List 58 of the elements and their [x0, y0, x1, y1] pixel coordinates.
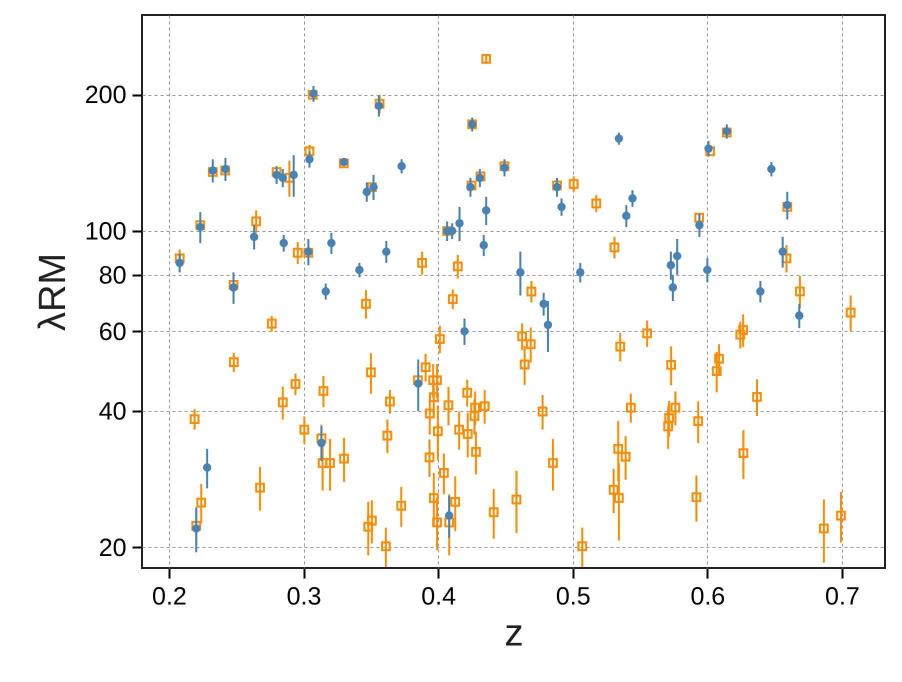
- y-tick-label: 80: [98, 261, 126, 290]
- x-tick-label: 0.2: [152, 582, 187, 610]
- point: [539, 300, 548, 308]
- point: [544, 320, 552, 330]
- y-tick-label: 20: [98, 534, 126, 562]
- point: [460, 327, 469, 336]
- x-axis-title: z: [504, 612, 524, 654]
- point: [557, 202, 566, 212]
- x-tick-label: 0.6: [690, 582, 726, 610]
- point: [327, 238, 336, 248]
- point: [695, 220, 704, 230]
- point: [272, 170, 281, 180]
- point: [280, 238, 288, 248]
- point: [756, 287, 765, 296]
- y-tick-label: 100: [84, 217, 126, 246]
- point: [668, 283, 678, 292]
- y-tick-label: 60: [98, 318, 126, 346]
- point: [192, 524, 200, 533]
- point: [374, 102, 384, 110]
- point: [703, 266, 712, 274]
- point: [444, 511, 454, 520]
- point: [795, 311, 804, 320]
- point: [322, 287, 330, 296]
- point: [229, 283, 238, 292]
- point: [628, 194, 637, 203]
- y-tick-label: 200: [84, 81, 126, 110]
- point: [362, 188, 371, 196]
- point: [482, 206, 490, 215]
- point: [397, 162, 406, 170]
- point: [704, 144, 713, 153]
- point: [382, 247, 390, 256]
- point: [455, 219, 464, 228]
- point: [202, 463, 212, 472]
- point: [305, 155, 314, 164]
- point: [480, 241, 488, 250]
- x-tick-label: 0.3: [286, 582, 322, 610]
- point: [196, 222, 204, 232]
- point: [290, 170, 298, 180]
- point: [317, 438, 326, 448]
- point: [778, 247, 787, 256]
- y-tick-label: 40: [98, 398, 126, 426]
- point: [176, 258, 184, 268]
- point: [767, 164, 776, 174]
- point: [250, 232, 258, 242]
- point: [355, 266, 364, 274]
- point: [576, 268, 584, 277]
- x-tick-label: 0.4: [421, 582, 456, 610]
- x-tick-label: 0.5: [556, 582, 591, 610]
- x-tick-label: 0.7: [825, 582, 860, 610]
- point: [622, 212, 630, 220]
- point: [278, 174, 287, 182]
- point: [614, 134, 624, 143]
- point: [783, 201, 792, 210]
- point: [414, 379, 422, 388]
- point: [672, 252, 682, 260]
- point: [516, 268, 525, 277]
- point: [666, 261, 676, 270]
- y-axis-title: λRM: [32, 252, 74, 332]
